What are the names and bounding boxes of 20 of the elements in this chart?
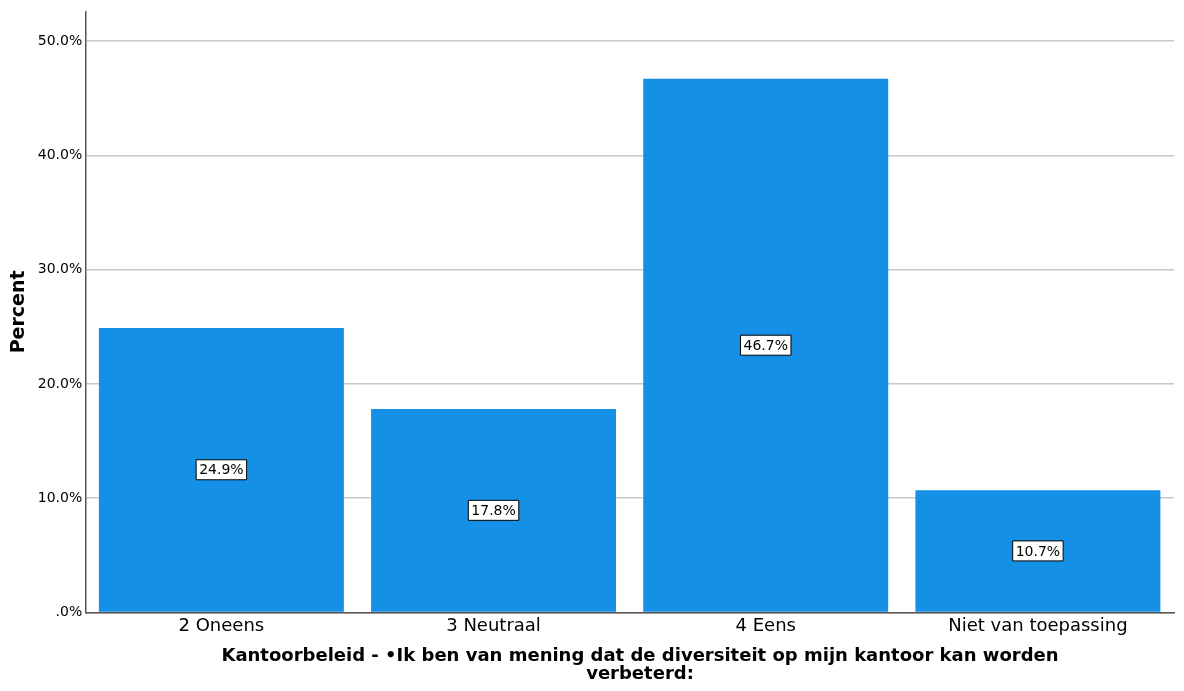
x-tick-label: 2 Oneens xyxy=(178,613,265,635)
x-tick-label: 4 Eens xyxy=(735,613,796,635)
bar xyxy=(98,327,344,612)
bar xyxy=(915,490,1161,612)
x-axis-title: Kantoorbeleid - •Ik ben van mening dat de diversiteit op mijn kantoor kan worden verbeterd: xyxy=(220,644,1060,683)
y-tick-label: .0% xyxy=(55,603,83,620)
y-tick-label: 50.0% xyxy=(37,31,83,48)
data-label: 46.7% xyxy=(743,336,788,353)
y-tick-label: 20.0% xyxy=(37,374,83,391)
y-axis-title: Percent xyxy=(6,270,29,354)
y-tick-label: 30.0% xyxy=(37,260,83,277)
data-label: 24.9% xyxy=(199,461,244,478)
bar xyxy=(371,409,617,612)
y-tick-label: 10.0% xyxy=(37,488,83,505)
data-label: 17.8% xyxy=(471,501,516,518)
y-tick-label: 40.0% xyxy=(37,146,83,163)
x-tick-label: 3 Neutraal xyxy=(446,613,541,635)
bar xyxy=(643,78,889,612)
x-tick-label: Niet van toepassing xyxy=(948,613,1128,635)
data-label: 10.7% xyxy=(1015,542,1061,559)
